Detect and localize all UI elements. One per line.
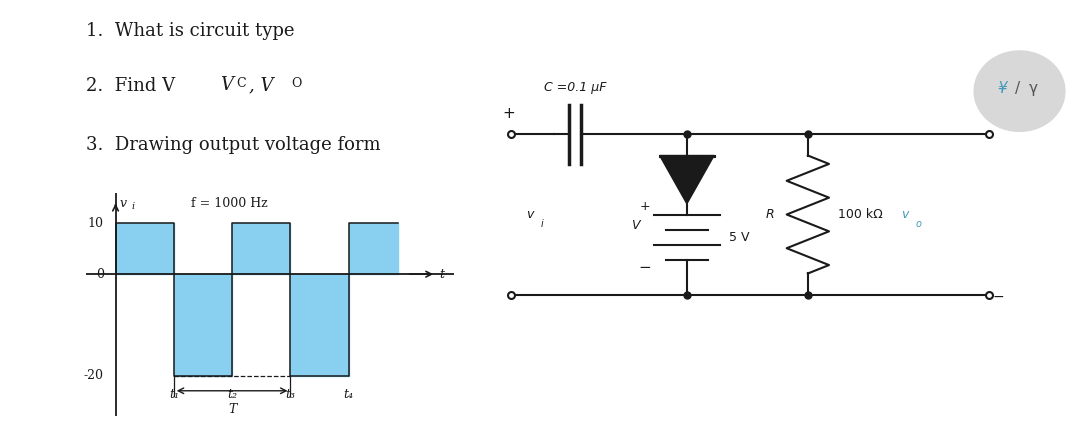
Text: v: v [902,208,909,221]
Text: i: i [132,202,135,211]
Circle shape [974,51,1065,131]
Text: V: V [220,76,233,94]
Text: γ: γ [1028,81,1037,96]
Text: i: i [540,219,543,229]
Text: ¥: ¥ [998,81,1008,96]
Text: f = 1000 Hz: f = 1000 Hz [191,196,268,210]
Text: V: V [631,219,639,232]
Text: R: R [766,208,774,221]
Text: , V: , V [248,76,273,94]
Text: t₄: t₄ [343,388,353,401]
Text: 10: 10 [87,217,104,230]
Polygon shape [660,156,714,204]
Text: v: v [527,208,534,221]
Text: t₁: t₁ [168,388,179,401]
Text: /: / [1015,81,1021,96]
Text: v: v [120,196,126,210]
Text: o: o [916,219,921,229]
Text: C: C [237,77,246,90]
Text: 3.  Drawing output voltage form: 3. Drawing output voltage form [86,136,381,154]
Text: 2.  Find V: 2. Find V [86,77,176,95]
Text: 1.  What is circuit type: 1. What is circuit type [86,21,295,39]
Text: -20: -20 [84,369,104,382]
Text: t₃: t₃ [285,388,296,401]
Text: 5 V: 5 V [729,230,750,244]
Text: t: t [440,268,444,281]
Text: 0: 0 [96,268,104,281]
Text: −: − [638,260,651,275]
Text: 100 kΩ: 100 kΩ [838,208,882,221]
Text: T: T [228,403,237,417]
Text: C =0.1 μF: C =0.1 μF [543,81,606,94]
Text: +: + [639,200,650,213]
Text: −: − [993,290,1004,304]
Text: t₂: t₂ [227,388,238,401]
Text: +: + [502,106,515,121]
Text: O: O [292,77,302,90]
